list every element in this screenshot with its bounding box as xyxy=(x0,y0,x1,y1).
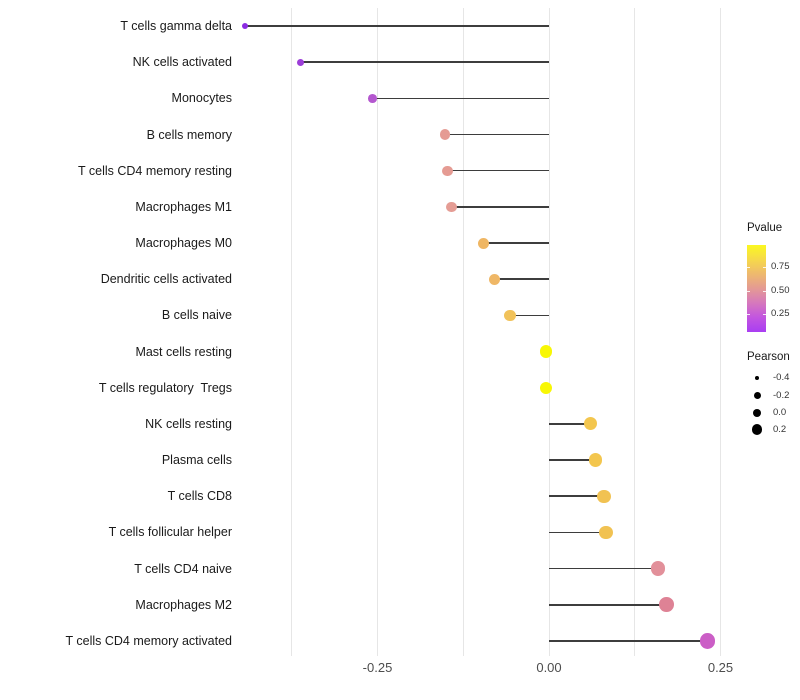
lollipop-dot xyxy=(439,129,450,140)
category-label: Macrophages M0 xyxy=(135,236,232,251)
lollipop-stem xyxy=(549,423,591,425)
pvalue-tick-label: 0.75 xyxy=(771,261,790,272)
pvalue-tick-mark xyxy=(763,267,766,268)
lollipop-stem xyxy=(549,459,596,461)
lollipop-dot xyxy=(297,58,305,66)
lollipop-stem xyxy=(483,242,549,244)
pearson-size-dot xyxy=(752,408,762,418)
pvalue-legend-title: Pvalue xyxy=(747,222,783,234)
lollipop-stem xyxy=(494,278,549,280)
lollipop-stem xyxy=(509,314,549,317)
pearson-size-label: -0.2 xyxy=(773,389,790,401)
pearson-size-dot xyxy=(754,375,760,381)
category-label: NK cells activated xyxy=(132,55,232,70)
pearson-size-label: 0.0 xyxy=(773,407,787,418)
category-label: T cells follicular helper xyxy=(108,525,232,540)
x-axis-tick-label: 0.25 xyxy=(707,660,734,675)
category-label: Mast cells resting xyxy=(135,344,232,359)
pearson-size-label: -0.4 xyxy=(773,372,790,383)
category-label: T cells CD4 memory resting xyxy=(78,163,232,178)
lollipop-stem xyxy=(549,603,667,606)
category-label: Macrophages M2 xyxy=(135,597,232,612)
category-label: T cells CD4 memory activated xyxy=(65,633,233,648)
category-label: NK cells resting xyxy=(145,416,232,431)
lollipop-dot xyxy=(446,201,457,212)
category-label: Monocytes xyxy=(171,91,232,106)
pvalue-tick-mark xyxy=(747,291,750,292)
x-axis-tick-label: -0.25 xyxy=(362,660,393,675)
lollipop-stem xyxy=(300,61,549,63)
pvalue-tick-label: 0.50 xyxy=(771,285,790,296)
pvalue-tick-label: 0.25 xyxy=(771,308,790,319)
category-label: T cells CD4 naive xyxy=(134,561,232,576)
pearson-size-dot xyxy=(753,392,761,399)
lollipop-dot xyxy=(650,561,666,576)
category-label: Plasma cells xyxy=(161,453,232,468)
pearson-legend-title: Pearson xyxy=(747,351,790,363)
gridline xyxy=(462,8,464,656)
lollipop-dot xyxy=(540,345,553,358)
category-label: Macrophages M1 xyxy=(135,199,232,214)
lollipop-stem xyxy=(451,206,549,208)
x-axis-tick-label: 0.00 xyxy=(536,660,562,675)
category-label: B cells memory xyxy=(146,127,232,142)
lollipop-dot xyxy=(699,633,716,649)
pearson-size-label: 0.2 xyxy=(773,423,787,435)
lollipop-stem xyxy=(549,495,604,497)
lollipop-dot xyxy=(442,165,453,176)
pvalue-tick-mark xyxy=(763,291,766,292)
lollipop-dot xyxy=(242,22,249,30)
gridline xyxy=(548,8,550,656)
pvalue-tick-mark xyxy=(763,314,766,315)
lollipop-dot xyxy=(478,237,490,249)
lollipop-dot xyxy=(599,525,613,540)
gridline xyxy=(720,8,721,656)
lollipop-dot xyxy=(597,489,611,503)
pvalue-gradient-bar xyxy=(747,245,766,332)
lollipop-dot xyxy=(658,597,674,613)
lollipop-stem xyxy=(447,169,549,172)
lollipop-dot xyxy=(488,273,500,285)
category-label: Dendritic cells activated xyxy=(100,272,232,287)
gridline xyxy=(634,8,636,656)
gridline xyxy=(377,8,378,656)
pearson-size-dot xyxy=(751,424,763,435)
lollipop-stem xyxy=(444,133,549,136)
lollipop-dot xyxy=(504,309,516,322)
lollipop-dot xyxy=(589,453,603,467)
lollipop-stem xyxy=(245,25,549,27)
category-label: B cells naive xyxy=(161,308,232,323)
lollipop-stem xyxy=(549,531,606,534)
pvalue-tick-mark xyxy=(747,267,750,268)
lollipop-stem xyxy=(549,640,708,642)
gridline xyxy=(291,8,293,656)
pvalue-tick-mark xyxy=(747,314,750,315)
category-label: T cells gamma delta xyxy=(120,19,232,33)
lollipop-dot xyxy=(540,381,553,394)
lollipop-stem xyxy=(372,97,549,100)
category-label: T cells regulatory Tregs xyxy=(98,380,232,395)
lollipop-stem xyxy=(549,567,659,570)
lollipop-dot xyxy=(368,93,378,103)
lollipop-dot xyxy=(584,417,598,431)
category-label: T cells CD8 xyxy=(167,489,232,504)
